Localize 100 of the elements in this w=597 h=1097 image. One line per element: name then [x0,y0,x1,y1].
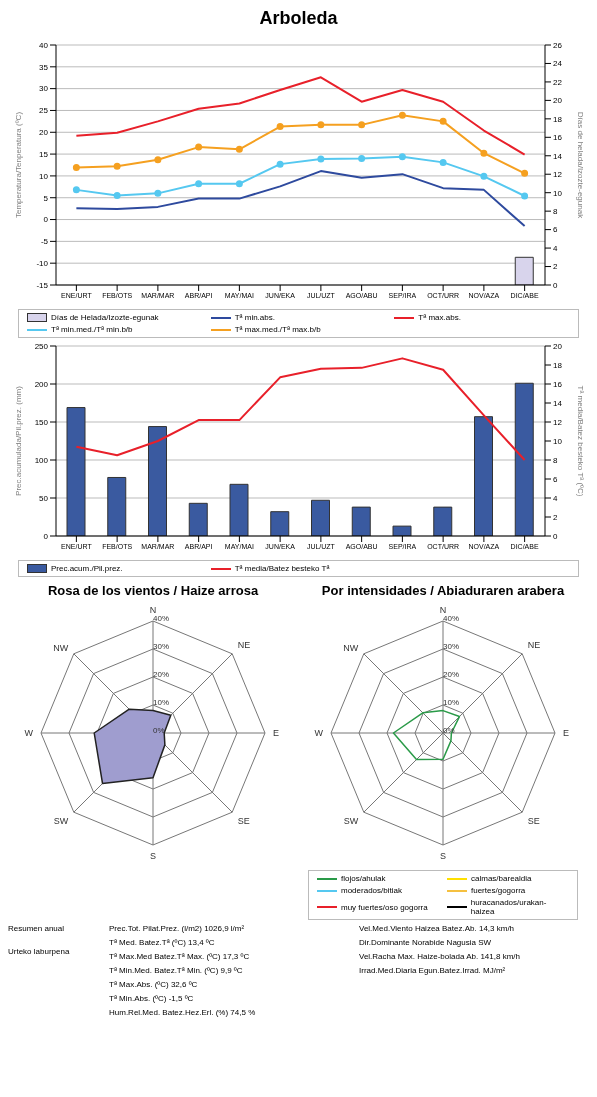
y2-tick-label: 12 [553,417,563,427]
y-tick-label: 40% [153,614,170,623]
y-axis-title: Prec.acumulada/Pil.prez. (mm) [13,385,23,496]
spoke-label: S [149,851,157,862]
y-tick-label: 40 [39,40,49,50]
legend-label: fuertes/gogorra [471,886,526,895]
legend-label: Días de Helada/Izozte-egunak [51,313,159,322]
y-tick-label: 0 [43,531,49,541]
y-tick-label: 10% [443,698,460,707]
text: Tª Med. Batez.Tª (ºC) 13,4 ºC [109,938,216,947]
y2-tick-label: 8 [553,206,558,216]
spoke-label: SW [53,816,69,827]
y-tick-label: -15 [36,280,49,290]
y2-tick-label: 0 [553,531,558,541]
y2-axis-title: Tª media/Batez besteko Tª (ºC) [576,385,586,497]
y2-tick-label: 18 [553,114,563,124]
y-tick-label: 20 [39,128,49,138]
legend-label: Tª min.abs. [234,313,275,322]
legend-label: Prec.acum./Pil.prez. [51,564,123,573]
y-tick-label: 15 [39,149,49,159]
spoke-label: SE [527,816,540,827]
y-tick-label: 30 [39,84,49,94]
spoke-label: S [439,851,447,862]
y-tick-label: -10 [36,259,49,269]
y2-axis-title: Días de helada/Izozte-egunak [576,111,586,220]
y-tick-label: 5 [43,193,49,203]
y-axis-title: Temperatura/Tenperatura (ºC) [13,111,23,219]
legend-label: huracanados/urakan-haizea [470,898,548,916]
y-tick-label: 30% [153,642,170,651]
y-tick-label: 200 [34,379,49,389]
y2-tick-label: 6 [553,474,558,484]
y2-tick-label: 18 [553,360,563,370]
y2-tick-label: 24 [553,59,563,69]
y2-tick-label: 4 [553,493,558,503]
spoke-label: NW [343,643,359,654]
legend-label: Tª max.med./Tª max.b/b [234,325,321,334]
y2-tick-label: 6 [553,225,558,235]
spoke-label: SW [343,816,359,827]
y-tick-label: 10% [153,698,170,707]
legend-label: muy fuertes/oso gogorra [341,902,428,912]
y-tick-label: 250 [34,341,49,351]
text: Urteko laburpena [8,947,71,956]
legend-label: Tª media/Batez besteko Tª [234,564,330,573]
y2-tick-label: 16 [553,379,563,389]
y2-tick-label: 22 [553,77,563,87]
y2-tick-label: 16 [553,133,563,143]
spoke-label: NW [53,643,69,654]
y-tick-label: 20% [153,670,170,679]
y-tick-label: 50 [39,493,49,503]
text: Vel.Med.Viento Haizea Batez.Ab. 14,3 km/h [359,924,516,933]
text: Prec.Tot. Pilat.Prez. (l/m2) 1026,9 l/m² [109,924,246,933]
y2-tick-label: 14 [553,151,563,161]
y2-tick-label: 2 [553,512,558,522]
y-tick-label: 30% [443,642,460,651]
y-tick-label: 10 [39,171,49,181]
legend-label: calmas/barealdia [471,874,532,883]
y-tick-label: 0 [43,215,49,225]
text: Dir.Dominante Norabide Nagusia SW [359,938,493,947]
y-tick-label: -5 [40,237,49,247]
text: Vel.Racha Max. Haize-bolada Ab. 141,8 km/h [359,952,521,961]
spoke-label: NE [527,640,541,651]
y2-tick-label: 10 [553,188,563,198]
y-tick-label: 150 [34,417,49,427]
y2-tick-label: 12 [553,170,563,180]
spoke-label: NE [237,640,251,651]
y2-tick-label: 4 [553,243,558,253]
y-tick-label: 100 [34,455,49,465]
legend-label: moderados/bitiak [341,886,402,895]
spoke-label: N [439,605,447,615]
spoke-label: SE [237,816,250,827]
legend-label: Tª min.med./Tª min.b/b [51,325,133,334]
text: Tª Min.Abs. (ºC) -1,5 ºC [109,994,195,1003]
legend-label: flojos/ahulak [341,874,386,883]
y2-tick-label: 14 [553,398,563,408]
y2-tick-label: 20 [553,96,563,106]
y-tick-label: 0% [153,726,165,735]
legend-label: Tª max.abs. [418,313,461,322]
chart-title: Por intensidades / Abiaduraren arabera [320,583,566,598]
chart-title: Arboleda [258,8,339,29]
y2-tick-label: 2 [553,262,558,272]
text: Hum.Rel.Med. Batez.Hez.Erl. (%) 74,5 % [109,1008,257,1017]
text: Irrad.Med.Diaria Egun.Batez.Irrad. MJ/m² [359,966,507,975]
spoke-label: N [149,605,157,615]
text: Resumen anual [8,924,66,933]
y-tick-label: 40% [443,614,460,623]
text: Tª Max.Abs. (ºC) 32,6 ºC [109,980,199,989]
y-tick-label: 20% [443,670,460,679]
text: Tª Min.Med. Batez.Tª Min. (ºC) 9,9 ºC [109,966,244,975]
spoke-label: E [563,728,570,739]
y2-tick-label: 26 [553,40,563,50]
y2-tick-label: 10 [553,436,563,446]
y-tick-label: 35 [39,62,49,72]
spoke-label: W [24,728,34,739]
text: Tª Max.Med Batez.Tª Max. (ºC) 17,3 ºC [109,952,251,961]
chart-title: Rosa de los vientos / Haize arrosa [46,583,260,598]
y2-tick-label: 20 [553,341,563,351]
y-tick-label: 25 [39,106,49,116]
spoke-label: E [273,728,280,739]
spoke-label: W [314,728,324,739]
y2-tick-label: 8 [553,455,558,465]
